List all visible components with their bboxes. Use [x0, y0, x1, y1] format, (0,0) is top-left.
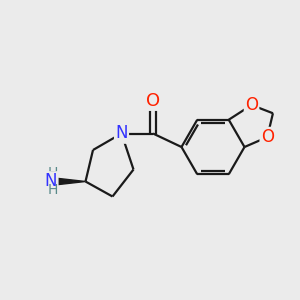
- Text: N: N: [45, 172, 57, 190]
- Text: H: H: [47, 166, 58, 180]
- Text: N: N: [115, 124, 128, 142]
- Polygon shape: [51, 178, 86, 185]
- Text: O: O: [261, 128, 274, 146]
- Text: O: O: [245, 96, 258, 114]
- Text: H: H: [47, 183, 58, 197]
- Text: O: O: [146, 92, 160, 110]
